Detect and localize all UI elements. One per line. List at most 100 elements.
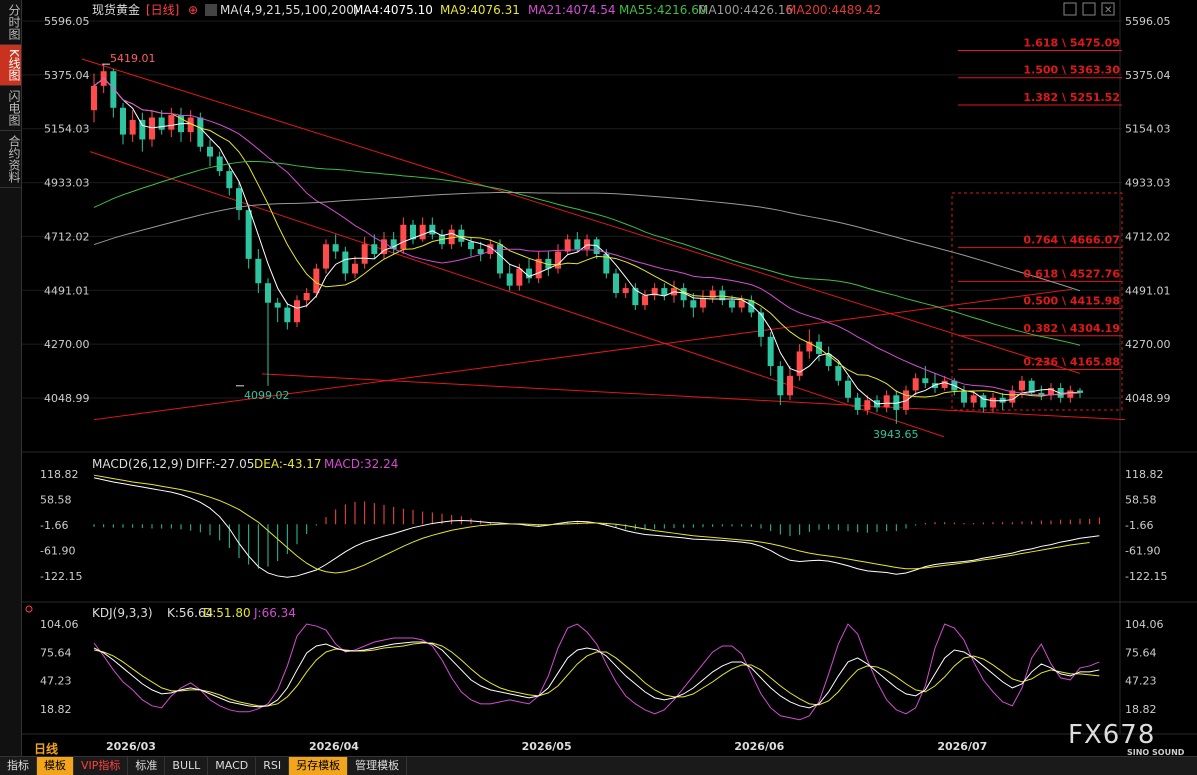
- candle-body-76: [825, 353, 832, 367]
- candle-body-18: [265, 283, 271, 303]
- fib-lower-label-2: 0.500 \ 4415.98: [1023, 295, 1120, 308]
- ma9-value: MA9:4076.31: [440, 3, 520, 17]
- candle-body-55: [622, 288, 629, 293]
- channel-lower-line: [89, 151, 945, 438]
- ma200-value: MA200:4489.42: [786, 3, 881, 17]
- candle-body-24: [323, 244, 329, 269]
- candle-body-20: [284, 307, 291, 323]
- macd-diff: DIFF:-27.05: [186, 457, 254, 471]
- bottom-tab-1[interactable]: 模板: [37, 757, 74, 775]
- candle-body-83: [893, 395, 900, 410]
- macd-tick-left-3: -61.90: [40, 544, 75, 557]
- candle-body-6: [149, 117, 155, 140]
- candle-body-46: [535, 258, 542, 279]
- period-tag: [日线]: [146, 3, 179, 17]
- bottom-tab-0[interactable]: 指标: [0, 757, 37, 775]
- x-label-2: 2026/05: [522, 740, 572, 753]
- candle-body-92: [980, 395, 987, 408]
- bottom-tab-2[interactable]: VIP指标: [74, 757, 129, 775]
- x-label-4: 2026/07: [937, 740, 987, 753]
- macd-tick-right-3: -61.90: [1125, 544, 1160, 557]
- bottom-tab-3[interactable]: 标准: [128, 757, 166, 775]
- fib-upper-label-0: 1.618 \ 5475.09: [1023, 36, 1120, 49]
- candle-body-33: [410, 224, 416, 240]
- candle-body-61: [680, 288, 687, 301]
- candle-body-34: [419, 224, 426, 240]
- y-tick-right-6: 4270.00: [1125, 338, 1171, 351]
- candle-body-13: [216, 156, 223, 172]
- y-tick-left-0: 5596.05: [44, 15, 90, 28]
- candle-body-66: [729, 300, 735, 308]
- candle-body-65: [719, 290, 726, 301]
- close-icon[interactable]: ✕: [1104, 5, 1112, 16]
- candle-body-64: [709, 290, 716, 298]
- candle-body-97: [1028, 380, 1035, 393]
- candle-body-29: [371, 244, 378, 254]
- kdj-tick-right-2: 47.23: [1125, 675, 1157, 688]
- candle-body-54: [613, 273, 619, 293]
- candle-body-25: [332, 244, 339, 252]
- sidebar-item-1[interactable]: K线图: [0, 45, 21, 86]
- candle-body-27: [352, 263, 358, 274]
- y-tick-left-1: 5375.04: [44, 69, 90, 82]
- bottom-tab-4[interactable]: BULL: [165, 757, 209, 775]
- bottom-tab-5[interactable]: MACD: [208, 757, 257, 775]
- candle-body-15: [236, 188, 242, 211]
- candle-body-28: [361, 244, 368, 264]
- ma100-line: [93, 191, 1081, 292]
- candle-body-72: [787, 375, 793, 396]
- ma4-value: MA4:4075.10: [353, 3, 433, 17]
- bottom-tab-8[interactable]: 管理模板: [348, 757, 408, 775]
- macd-tick-right-2: -1.66: [1125, 519, 1153, 532]
- kdj-tick-left-3: 18.82: [40, 703, 72, 716]
- candle-body-42: [497, 244, 503, 274]
- channel-upper-line: [81, 58, 1081, 374]
- kdj-j-line: [93, 623, 1100, 721]
- candle-body-94: [999, 397, 1006, 403]
- ma-settings-icon[interactable]: [205, 4, 217, 16]
- x-label-1: 2026/04: [309, 740, 359, 753]
- y-tick-left-5: 4491.01: [44, 284, 90, 297]
- macd-value: MACD:32.24: [324, 457, 398, 471]
- candle-body-102: [1077, 390, 1083, 393]
- candle-body-74: [806, 341, 813, 352]
- macd-title: MACD(26,12,9): [92, 457, 183, 471]
- candle-body-4: [129, 119, 136, 135]
- candle-body-8: [168, 115, 175, 130]
- candle-body-77: [835, 366, 842, 381]
- kdj-d-line: [93, 642, 1100, 707]
- sidebar-item-0[interactable]: 分时图: [0, 0, 21, 45]
- maximize-icon[interactable]: [1101, 2, 1115, 16]
- candle-body-26: [342, 251, 349, 274]
- candle-body-22: [303, 292, 310, 301]
- bottom-tab-6[interactable]: RSI: [256, 757, 290, 775]
- indicator-settings-icon[interactable]: [25, 605, 33, 613]
- y-tick-right-3: 4933.03: [1125, 177, 1171, 190]
- candle-body-98: [1038, 392, 1045, 396]
- candle-body-90: [961, 390, 967, 403]
- bottom-tab-7[interactable]: 另存模板: [289, 757, 349, 775]
- window-buttons[interactable]: ✕: [1063, 2, 1115, 16]
- candle-body-53: [603, 253, 610, 274]
- sidebar-item-3[interactable]: 合约资料: [0, 131, 21, 188]
- candle-body-91: [970, 395, 977, 403]
- sidebar-item-2[interactable]: 闪电图: [0, 86, 21, 131]
- candle-body-63: [700, 297, 706, 308]
- grid-view-icon[interactable]: [1063, 2, 1077, 16]
- candle-body-79: [854, 397, 861, 410]
- ma4-line: [93, 77, 1081, 405]
- candle-body-59: [661, 288, 668, 296]
- close-chart-icon[interactable]: ⊕: [188, 3, 198, 17]
- macd-tick-right-4: -122.15: [1125, 570, 1167, 583]
- candle-body-16: [245, 210, 252, 259]
- candle-body-17: [255, 258, 262, 284]
- ma21-value: MA21:4074.54: [528, 3, 616, 17]
- macd-tick-left-2: -1.66: [40, 519, 68, 532]
- channel-lower-ext-line: [261, 373, 1126, 421]
- candle-body-56: [632, 288, 639, 306]
- candle-body-82: [883, 395, 890, 408]
- layout-icon[interactable]: [1082, 2, 1096, 16]
- candle-body-57: [642, 295, 648, 306]
- candle-body-100: [1057, 388, 1064, 398]
- macd-dea-line: [93, 474, 1090, 574]
